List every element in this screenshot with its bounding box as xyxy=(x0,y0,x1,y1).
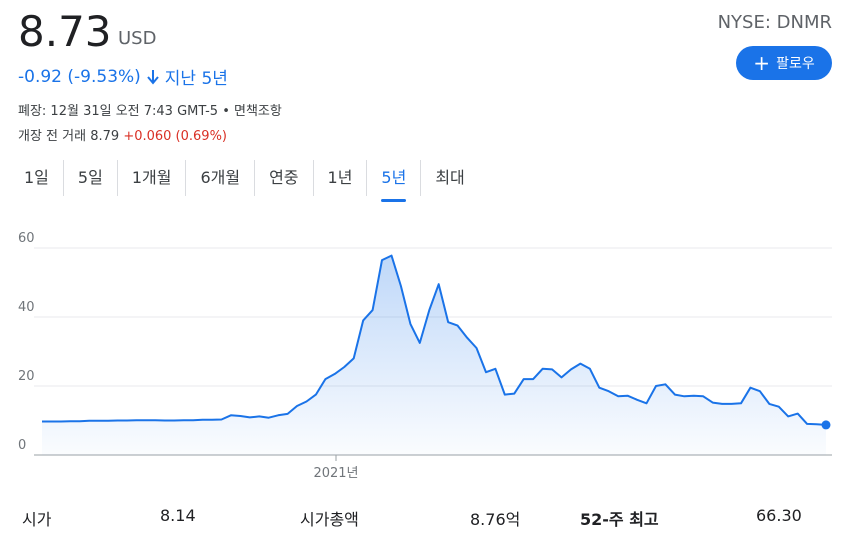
follow-button[interactable]: + 팔로우 xyxy=(736,46,832,80)
premarket-info: 개장 전 거래 8.79 +0.060 (0.69%) xyxy=(18,125,227,144)
premarket-change: +0.060 (0.69%) xyxy=(123,129,227,144)
tab-5y[interactable]: 5년 xyxy=(366,160,420,202)
price-chart[interactable]: 0 20 40 60 2021년 xyxy=(0,220,864,485)
stat-marketcap-label: 시가총액 xyxy=(300,510,359,529)
currency-label: USD xyxy=(118,28,157,49)
y-tick-label: 40 xyxy=(18,300,35,315)
tab-5d[interactable]: 5일 xyxy=(62,160,117,196)
stat-52w-high-label: 52-주 최고 xyxy=(580,510,659,529)
y-tick-label: 0 xyxy=(18,438,26,453)
price-line xyxy=(42,254,827,426)
stat-52w-high-value: 66.30 xyxy=(756,506,802,525)
premarket-price: 8.79 xyxy=(90,129,120,144)
tab-max[interactable]: 최대 xyxy=(420,160,478,196)
ticker-symbol: NYSE: DNMR xyxy=(717,12,832,33)
market-status: 폐장: 12월 31일 오전 7:43 GMT-5 • 면책조항 xyxy=(18,104,282,119)
stat-open-label: 시가 xyxy=(22,510,52,529)
last-price-dot xyxy=(821,420,831,430)
stat-open-value: 8.14 xyxy=(160,506,196,525)
range-tabs: 1일 5일 1개월 6개월 연중 1년 5년 최대 xyxy=(10,160,479,202)
period-label: 지난 5년 xyxy=(164,69,228,89)
tab-ytd[interactable]: 연중 xyxy=(254,160,312,196)
tab-6m[interactable]: 6개월 xyxy=(185,160,254,196)
price-change-row: -0.92 (-9.53%) 지난 5년 xyxy=(18,64,228,90)
y-tick-label: 20 xyxy=(18,369,35,384)
arrow-down-icon xyxy=(147,69,159,85)
plus-icon: + xyxy=(753,51,771,75)
tab-1m[interactable]: 1개월 xyxy=(116,160,186,196)
stock-price: 8.73 xyxy=(18,7,112,56)
tab-1d[interactable]: 1일 xyxy=(24,168,49,187)
y-tick-label: 60 xyxy=(18,231,35,246)
stat-marketcap-value: 8.76억 xyxy=(470,510,521,529)
price-change: -0.92 (-9.53%) xyxy=(18,66,141,87)
price-area xyxy=(42,255,826,455)
follow-label: 팔로우 xyxy=(776,56,815,72)
premarket-label: 개장 전 거래 xyxy=(18,129,87,144)
tab-1y[interactable]: 1년 xyxy=(312,160,367,196)
x-tick-label: 2021년 xyxy=(313,466,358,481)
